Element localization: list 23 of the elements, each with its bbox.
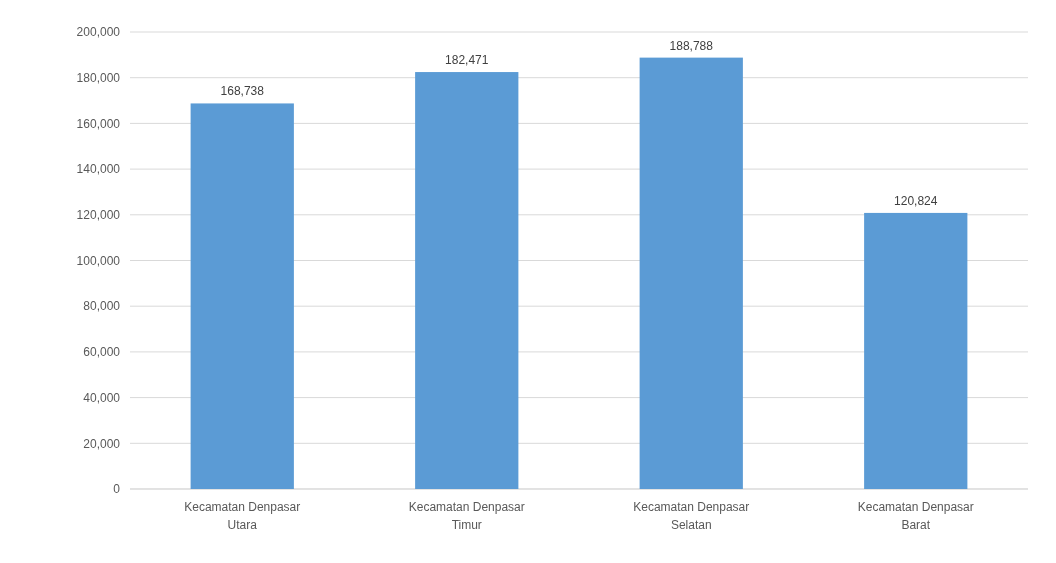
y-tick-label: 100,000 [76,253,121,268]
y-tick-label: 20,000 [83,436,121,451]
y-tick-label: 200,000 [76,25,121,40]
data-label: 188,788 [669,38,714,53]
x-tick-label: Kecamatan Denpasar Timur [408,500,525,532]
y-tick-label: 140,000 [76,162,121,177]
y-tick-label: 180,000 [76,70,121,85]
data-label: 120,824 [894,193,938,208]
y-tick-label: 40,000 [83,390,121,405]
y-tick-label: 80,000 [83,299,121,314]
y-tick-label: 60,000 [83,345,121,360]
y-tick-label: 160,000 [76,116,121,131]
bar [415,72,519,489]
x-tick-label: Kecamatan Denpasar Barat [857,500,974,532]
bar [190,103,294,489]
bar [639,57,743,489]
data-label: 168,738 [220,84,265,99]
data-label: 182,471 [445,53,489,68]
x-tick-label: Kecamatan Denpasar Utara [184,500,301,532]
y-tick-label: 120,000 [76,208,121,222]
y-tick-label: 0 [113,482,121,497]
x-tick-label: Kecamatan Denpasar Selatan [633,500,750,532]
bar [864,212,968,489]
